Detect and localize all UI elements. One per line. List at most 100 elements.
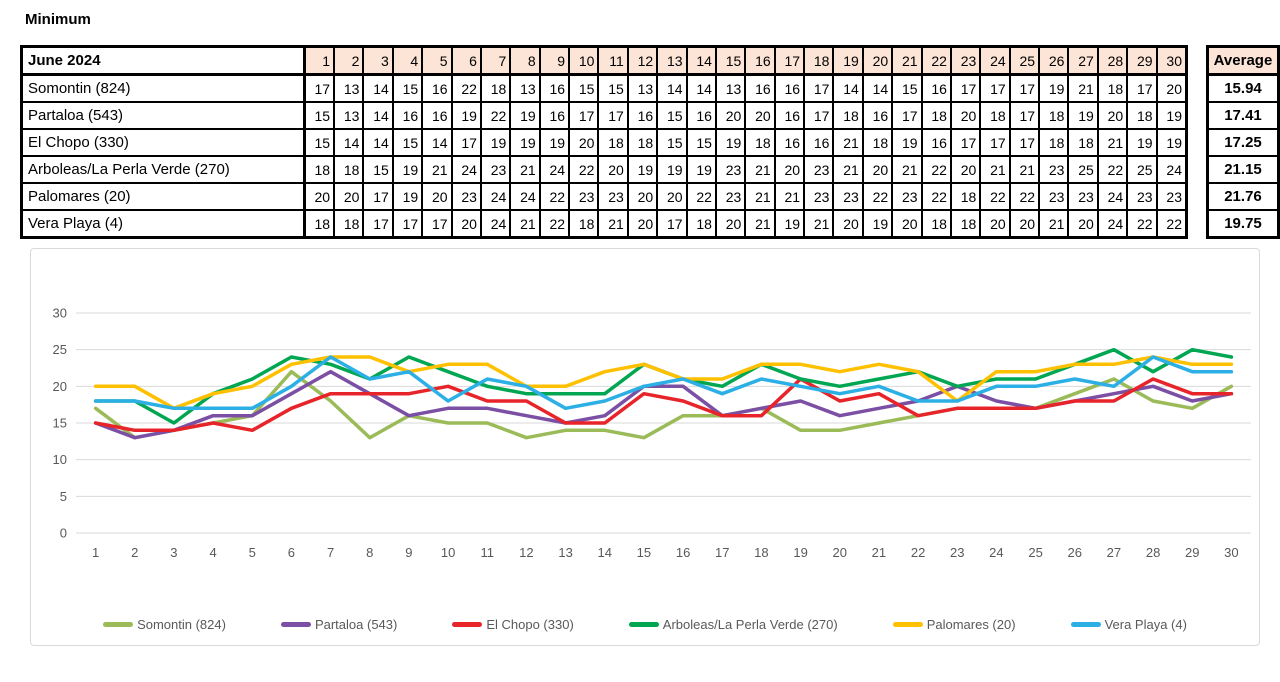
value-cell-r5-d1[interactable]: 18 <box>303 209 336 239</box>
value-cell-r5-d27[interactable]: 20 <box>1067 209 1099 239</box>
value-cell-r3-d20[interactable]: 20 <box>861 155 894 184</box>
value-cell-r1-d1[interactable]: 15 <box>303 101 336 130</box>
day-header-9[interactable]: 9 <box>538 45 571 76</box>
day-header-4[interactable]: 4 <box>391 45 424 76</box>
legend-item[interactable]: Partaloa (543) <box>280 617 397 632</box>
day-header-22[interactable]: 22 <box>920 45 952 76</box>
value-cell-r1-d9[interactable]: 16 <box>538 101 571 130</box>
value-cell-r3-d13[interactable]: 19 <box>656 155 688 184</box>
value-cell-r1-d2[interactable]: 13 <box>333 101 365 130</box>
value-cell-r1-d16[interactable]: 20 <box>744 101 776 130</box>
value-cell-r3-d25[interactable]: 21 <box>1008 155 1041 184</box>
value-cell-r1-d29[interactable]: 18 <box>1126 101 1158 130</box>
value-cell-r2-d21[interactable]: 19 <box>891 128 923 157</box>
day-header-24[interactable]: 24 <box>979 45 1011 76</box>
value-cell-r3-d14[interactable]: 19 <box>685 155 717 184</box>
value-cell-r2-d30[interactable]: 19 <box>1155 128 1188 157</box>
value-cell-r0-d16[interactable]: 16 <box>744 73 776 103</box>
value-cell-r1-d14[interactable]: 16 <box>685 101 717 130</box>
value-cell-r2-d14[interactable]: 15 <box>685 128 717 157</box>
value-cell-r4-d14[interactable]: 22 <box>685 182 717 211</box>
day-header-5[interactable]: 5 <box>421 45 453 76</box>
value-cell-r1-d17[interactable]: 16 <box>773 101 806 130</box>
value-cell-r0-d4[interactable]: 15 <box>391 73 424 103</box>
value-cell-r3-d30[interactable]: 24 <box>1155 155 1188 184</box>
value-cell-r2-d17[interactable]: 16 <box>773 128 806 157</box>
value-cell-r1-d27[interactable]: 19 <box>1067 101 1099 130</box>
row-label[interactable]: Partaloa (543) <box>20 101 306 130</box>
value-cell-r0-d6[interactable]: 22 <box>450 73 482 103</box>
value-cell-r2-d8[interactable]: 19 <box>509 128 541 157</box>
value-cell-r4-d21[interactable]: 23 <box>891 182 923 211</box>
value-cell-r4-d28[interactable]: 24 <box>1096 182 1129 211</box>
value-cell-r4-d9[interactable]: 22 <box>538 182 571 211</box>
value-cell-r0-d2[interactable]: 13 <box>333 73 365 103</box>
day-header-1[interactable]: 1 <box>303 45 336 76</box>
value-cell-r2-d13[interactable]: 15 <box>656 128 688 157</box>
value-cell-r0-d30[interactable]: 20 <box>1155 73 1188 103</box>
day-header-23[interactable]: 23 <box>949 45 982 76</box>
value-cell-r0-d8[interactable]: 13 <box>509 73 541 103</box>
value-cell-r2-d29[interactable]: 19 <box>1126 128 1158 157</box>
value-cell-r5-d20[interactable]: 19 <box>861 209 894 239</box>
value-cell-r2-d3[interactable]: 14 <box>362 128 394 157</box>
value-cell-r4-d1[interactable]: 20 <box>303 182 336 211</box>
value-cell-r4-d13[interactable]: 20 <box>656 182 688 211</box>
value-cell-r3-d28[interactable]: 22 <box>1096 155 1129 184</box>
value-cell-r2-d24[interactable]: 17 <box>979 128 1011 157</box>
value-cell-r1-d7[interactable]: 22 <box>479 101 512 130</box>
value-cell-r4-d26[interactable]: 23 <box>1038 182 1070 211</box>
value-cell-r0-d26[interactable]: 19 <box>1038 73 1070 103</box>
day-header-3[interactable]: 3 <box>362 45 394 76</box>
value-cell-r3-d5[interactable]: 21 <box>421 155 453 184</box>
value-cell-r1-d22[interactable]: 18 <box>920 101 952 130</box>
day-header-10[interactable]: 10 <box>568 45 600 76</box>
row-label[interactable]: Vera Playa (4) <box>20 209 306 239</box>
value-cell-r0-d12[interactable]: 13 <box>626 73 659 103</box>
value-cell-r4-d30[interactable]: 23 <box>1155 182 1188 211</box>
value-cell-r5-d14[interactable]: 18 <box>685 209 717 239</box>
day-header-6[interactable]: 6 <box>450 45 482 76</box>
value-cell-r5-d5[interactable]: 17 <box>421 209 453 239</box>
value-cell-r4-d17[interactable]: 21 <box>773 182 806 211</box>
day-header-25[interactable]: 25 <box>1008 45 1041 76</box>
day-header-20[interactable]: 20 <box>861 45 894 76</box>
value-cell-r5-d18[interactable]: 21 <box>803 209 835 239</box>
value-cell-r3-d18[interactable]: 23 <box>803 155 835 184</box>
value-cell-r3-d6[interactable]: 24 <box>450 155 482 184</box>
value-cell-r5-d3[interactable]: 17 <box>362 209 394 239</box>
value-cell-r3-d24[interactable]: 21 <box>979 155 1011 184</box>
value-cell-r1-d19[interactable]: 18 <box>832 101 864 130</box>
value-cell-r2-d20[interactable]: 18 <box>861 128 894 157</box>
value-cell-r2-d4[interactable]: 15 <box>391 128 424 157</box>
value-cell-r0-d29[interactable]: 17 <box>1126 73 1158 103</box>
value-cell-r1-d21[interactable]: 17 <box>891 101 923 130</box>
value-cell-r1-d13[interactable]: 15 <box>656 101 688 130</box>
value-cell-r2-d9[interactable]: 19 <box>538 128 571 157</box>
day-header-21[interactable]: 21 <box>891 45 923 76</box>
value-cell-r5-d30[interactable]: 22 <box>1155 209 1188 239</box>
value-cell-r0-d11[interactable]: 15 <box>597 73 629 103</box>
day-header-7[interactable]: 7 <box>479 45 512 76</box>
value-cell-r5-d23[interactable]: 18 <box>949 209 982 239</box>
legend-item[interactable]: Arboleas/La Perla Verde (270) <box>628 617 838 632</box>
day-header-30[interactable]: 30 <box>1155 45 1188 76</box>
value-cell-r4-d6[interactable]: 23 <box>450 182 482 211</box>
value-cell-r5-d24[interactable]: 20 <box>979 209 1011 239</box>
row-label[interactable]: Palomares (20) <box>20 182 306 211</box>
value-cell-r4-d16[interactable]: 21 <box>744 182 776 211</box>
value-cell-r3-d3[interactable]: 15 <box>362 155 394 184</box>
value-cell-r4-d25[interactable]: 22 <box>1008 182 1041 211</box>
value-cell-r5-d29[interactable]: 22 <box>1126 209 1158 239</box>
average-cell-r0[interactable]: 15.94 <box>1206 73 1280 103</box>
value-cell-r3-d21[interactable]: 21 <box>891 155 923 184</box>
average-cell-r3[interactable]: 21.15 <box>1206 155 1280 184</box>
value-cell-r5-d9[interactable]: 22 <box>538 209 571 239</box>
value-cell-r5-d6[interactable]: 20 <box>450 209 482 239</box>
row-label[interactable]: Arboleas/La Perla Verde (270) <box>20 155 306 184</box>
value-cell-r3-d29[interactable]: 25 <box>1126 155 1158 184</box>
value-cell-r3-d4[interactable]: 19 <box>391 155 424 184</box>
value-cell-r0-d13[interactable]: 14 <box>656 73 688 103</box>
value-cell-r0-d3[interactable]: 14 <box>362 73 394 103</box>
value-cell-r0-d22[interactable]: 16 <box>920 73 952 103</box>
